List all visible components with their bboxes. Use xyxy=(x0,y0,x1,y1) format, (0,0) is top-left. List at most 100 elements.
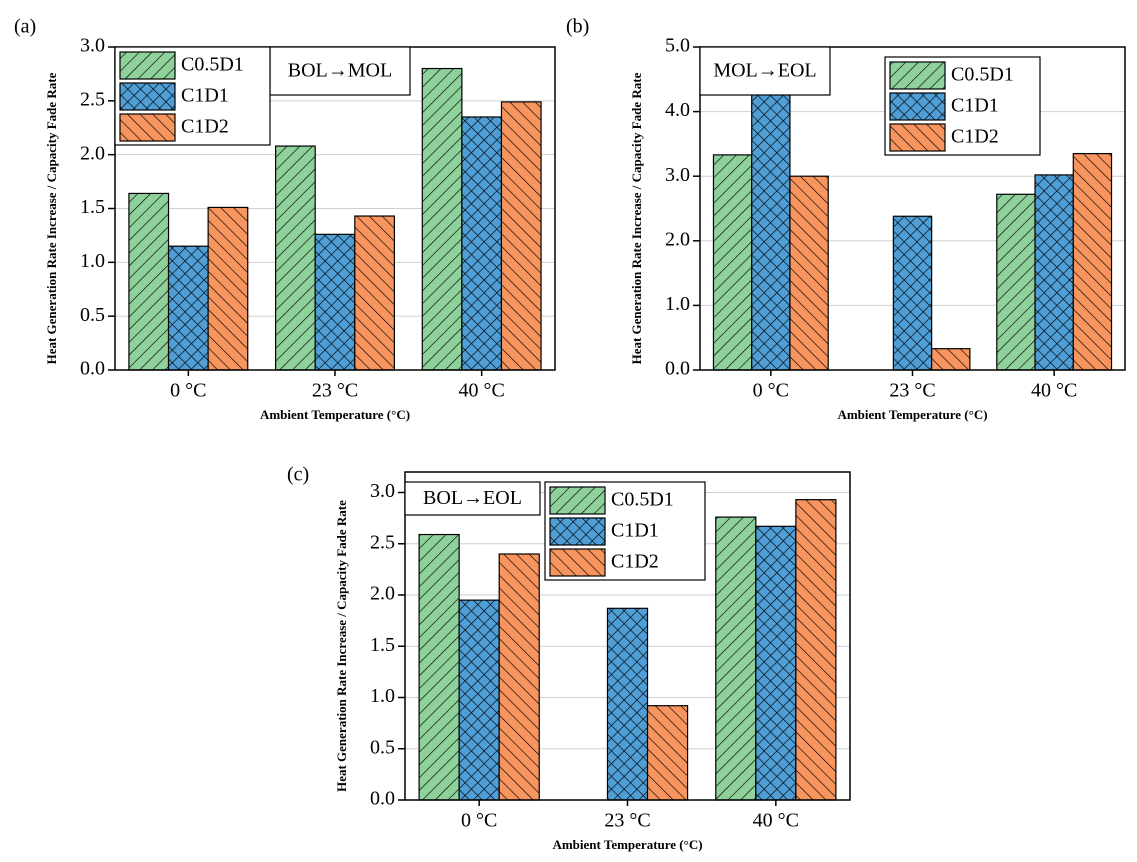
legend-label: C0.5D1 xyxy=(611,489,674,511)
bar-fill xyxy=(168,246,209,370)
y-tick-label: 4.0 xyxy=(665,99,690,121)
bar-fill xyxy=(275,146,316,370)
legend-swatch xyxy=(549,486,606,515)
x-tick-label: 23 °C xyxy=(604,810,650,832)
swatch-outline xyxy=(889,92,946,121)
y-axis-label: Heat Generation Rate Increase / Capacity… xyxy=(629,72,644,364)
bar xyxy=(354,215,395,371)
swatch-outline xyxy=(119,51,176,80)
swatch-fill xyxy=(550,518,605,545)
y-tick-label: 0.5 xyxy=(370,736,395,758)
bar-fill xyxy=(315,234,355,370)
bar-fill xyxy=(499,554,540,800)
annotation-box xyxy=(404,481,541,516)
bar-fill xyxy=(789,176,829,370)
y-tick-label: 2.5 xyxy=(370,531,395,553)
y-tick-label: 3.0 xyxy=(80,35,105,57)
bar-fill xyxy=(501,101,542,370)
bar xyxy=(498,553,540,801)
bar xyxy=(1072,152,1113,371)
legend-swatch xyxy=(549,517,606,546)
y-tick-label: 1.0 xyxy=(80,250,105,272)
bar xyxy=(314,233,356,371)
bar xyxy=(795,499,837,801)
bar xyxy=(606,607,649,801)
bar-fill xyxy=(893,216,932,370)
x-tick-label: 0 °C xyxy=(461,810,497,832)
bar-fill xyxy=(755,526,796,800)
bar-fill xyxy=(647,705,688,800)
swatch-fill xyxy=(120,114,175,141)
x-tick-label: 0 °C xyxy=(170,380,206,402)
plot-frame xyxy=(404,471,851,801)
y-tick-label: 1.5 xyxy=(80,196,105,218)
plot-frame xyxy=(699,46,1126,371)
swatch-outline xyxy=(889,123,946,152)
x-tick-label: 40 °C xyxy=(753,810,799,832)
x-tick-label: 0 °C xyxy=(753,380,789,402)
swatch-fill xyxy=(890,124,945,151)
swatch-outline xyxy=(119,113,176,142)
bar-fill xyxy=(713,154,752,370)
panel-label: (a) xyxy=(14,16,36,38)
legend-swatch xyxy=(549,548,606,577)
annotation: BOL→EOL xyxy=(423,487,522,509)
bar xyxy=(931,348,971,371)
x-axis-label: Ambient Temperature (°C) xyxy=(552,837,702,852)
legend-swatch xyxy=(119,113,176,142)
bar xyxy=(418,533,460,801)
legend-label: C1D1 xyxy=(951,95,999,117)
swatch-fill xyxy=(550,487,605,514)
swatch-outline xyxy=(549,517,606,546)
y-tick-label: 2.0 xyxy=(665,228,690,250)
bar xyxy=(500,101,542,371)
legend-swatch xyxy=(889,92,946,121)
y-tick-label: 0.0 xyxy=(370,788,395,810)
swatch-fill xyxy=(120,83,175,110)
y-axis-label: Heat Generation Rate Increase / Capacity… xyxy=(44,72,59,364)
y-tick-label: 1.0 xyxy=(370,685,395,707)
swatch-outline xyxy=(549,486,606,515)
bar xyxy=(996,193,1036,371)
bar xyxy=(207,206,249,371)
x-tick-label: 40 °C xyxy=(458,380,504,402)
bar xyxy=(751,89,791,371)
bar xyxy=(458,599,500,801)
legend-label: C1D2 xyxy=(181,116,229,138)
bar xyxy=(715,516,757,801)
bar-fill xyxy=(419,534,460,800)
swatch-outline xyxy=(889,61,946,90)
legend-label: C1D2 xyxy=(951,126,999,148)
panel-label: (c) xyxy=(287,464,309,486)
y-tick-label: 2.5 xyxy=(80,88,105,110)
bar xyxy=(755,525,797,801)
bar xyxy=(789,175,829,371)
annotation-box xyxy=(699,46,831,96)
bar-fill xyxy=(795,499,836,800)
bar-fill xyxy=(751,90,790,371)
bar-fill xyxy=(208,207,248,370)
bar xyxy=(461,116,503,371)
y-tick-label: 0.5 xyxy=(80,304,105,326)
legend-swatch xyxy=(119,82,176,111)
legend-label: C1D2 xyxy=(611,551,659,573)
y-tick-label: 2.0 xyxy=(80,142,105,164)
legend-swatch xyxy=(119,51,176,80)
bar xyxy=(275,145,316,371)
swatch-fill xyxy=(120,52,175,79)
bar-fill xyxy=(1035,174,1074,370)
bar-fill xyxy=(607,608,648,800)
legend-swatch xyxy=(889,61,946,90)
x-tick-label: 23 °C xyxy=(889,380,935,402)
y-tick-label: 2.0 xyxy=(370,583,395,605)
swatch-fill xyxy=(550,549,605,576)
y-tick-label: 3.0 xyxy=(370,480,395,502)
swatch-outline xyxy=(549,548,606,577)
y-tick-label: 0.0 xyxy=(80,358,105,380)
y-tick-label: 0.0 xyxy=(665,358,690,380)
bar-fill xyxy=(128,193,169,370)
y-tick-label: 1.5 xyxy=(370,634,395,656)
x-tick-label: 23 °C xyxy=(312,380,358,402)
bar-fill xyxy=(461,116,502,370)
